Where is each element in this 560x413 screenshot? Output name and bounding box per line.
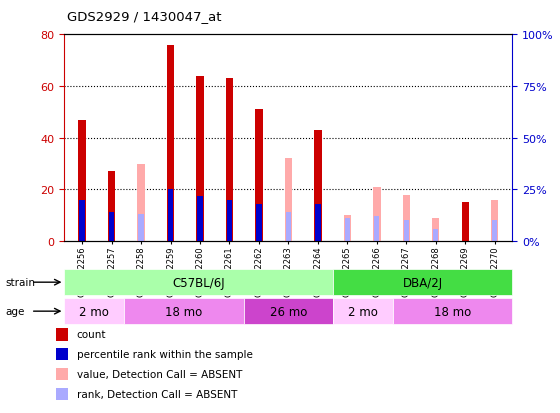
Bar	[137, 164, 144, 242]
Bar	[373, 188, 380, 242]
Text: C57BL/6J: C57BL/6J	[172, 276, 225, 289]
Bar	[404, 221, 409, 242]
Bar	[492, 221, 497, 242]
Bar	[168, 190, 173, 242]
Text: 26 mo: 26 mo	[270, 305, 307, 318]
Bar	[433, 229, 438, 242]
Text: 18 mo: 18 mo	[434, 305, 472, 318]
Bar	[124, 299, 244, 324]
Bar	[284, 159, 292, 242]
Bar	[255, 110, 263, 242]
Text: 2 mo: 2 mo	[80, 305, 109, 318]
Bar	[80, 200, 85, 242]
Bar	[138, 215, 144, 242]
Bar	[333, 299, 393, 324]
Text: strain: strain	[6, 278, 36, 287]
Text: rank, Detection Call = ABSENT: rank, Detection Call = ABSENT	[77, 389, 237, 399]
Bar	[64, 270, 333, 295]
Bar	[393, 299, 512, 324]
Text: GDS2929 / 1430047_at: GDS2929 / 1430047_at	[67, 10, 222, 23]
Bar	[167, 45, 174, 242]
Bar	[491, 200, 498, 242]
Bar	[64, 299, 124, 324]
Bar	[197, 76, 204, 242]
Bar	[226, 79, 233, 242]
Text: count: count	[77, 330, 106, 339]
Bar	[108, 172, 115, 242]
Bar	[109, 213, 114, 242]
Bar	[244, 299, 333, 324]
Bar	[432, 218, 440, 242]
Bar	[345, 219, 350, 242]
Bar	[197, 196, 203, 242]
Text: percentile rank within the sample: percentile rank within the sample	[77, 349, 253, 359]
Text: value, Detection Call = ABSENT: value, Detection Call = ABSENT	[77, 369, 242, 379]
Bar	[227, 200, 232, 242]
Bar	[78, 120, 86, 242]
Bar	[461, 203, 469, 242]
Bar	[403, 195, 410, 242]
Bar	[374, 217, 380, 242]
Bar	[286, 213, 291, 242]
Bar	[315, 204, 320, 242]
Text: age: age	[6, 306, 25, 316]
Bar	[256, 204, 262, 242]
Text: DBA/2J: DBA/2J	[403, 276, 443, 289]
Bar	[314, 131, 321, 242]
Bar	[333, 270, 512, 295]
Text: 2 mo: 2 mo	[348, 305, 378, 318]
Text: 18 mo: 18 mo	[165, 305, 203, 318]
Bar	[344, 216, 351, 242]
